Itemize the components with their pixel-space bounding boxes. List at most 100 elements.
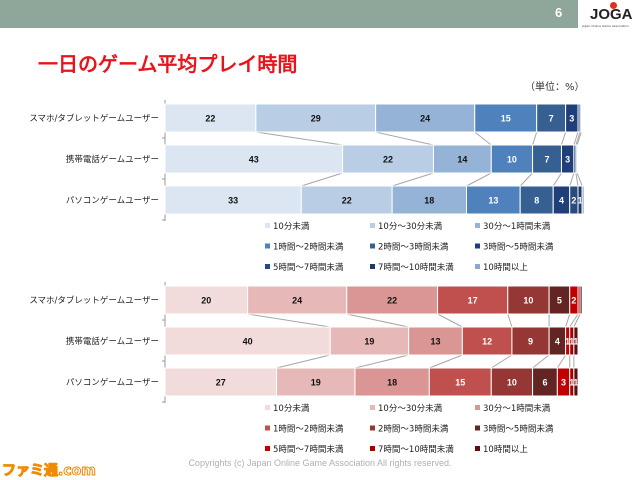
- connector-line: [565, 313, 571, 328]
- connector-line: [575, 131, 581, 146]
- data-label: 13: [431, 337, 441, 347]
- bar-segment: [164, 367, 278, 397]
- legend-label: 3時間～5時間未満: [483, 242, 554, 253]
- data-label: 40: [243, 337, 253, 347]
- connector-line: [532, 131, 538, 146]
- legend-label: 10分～30分未満: [378, 221, 443, 232]
- legend-swatch: [475, 446, 480, 451]
- category-label: パソコンゲームユーザー: [66, 377, 159, 388]
- bar-segment: [164, 144, 344, 174]
- connector-line: [346, 313, 409, 328]
- legend-swatch: [475, 405, 480, 410]
- data-label: 1: [573, 378, 578, 388]
- bar-segment: [573, 367, 579, 397]
- bar-segment: [164, 285, 249, 315]
- connector-line: [507, 313, 513, 328]
- legend-swatch: [265, 223, 270, 228]
- bar-segment: [576, 144, 579, 174]
- bar-segment: [579, 285, 583, 315]
- legend-label: 10時間以上: [483, 263, 528, 273]
- bar-segment: [346, 285, 439, 315]
- bar-segment: [581, 185, 585, 215]
- bar-segment: [507, 285, 550, 315]
- bar-segment: [375, 103, 476, 133]
- data-label: 8: [534, 196, 539, 206]
- bar-segment: [255, 103, 377, 133]
- bar-segment: [465, 185, 521, 215]
- bar-segment: [573, 326, 579, 356]
- bar-segment: [428, 367, 492, 397]
- category-label: スマホ/タブレットゲームユーザー: [29, 295, 159, 306]
- bar-segment: [532, 367, 558, 397]
- data-label: 24: [420, 114, 430, 124]
- legend-swatch: [265, 405, 270, 410]
- legend-swatch: [265, 446, 270, 451]
- data-label: 10: [507, 155, 517, 165]
- data-label: 12: [482, 337, 492, 347]
- data-label: 18: [387, 378, 397, 388]
- data-label: 1: [569, 378, 574, 388]
- data-label: 4: [559, 196, 564, 206]
- category-label: スマホ/タブレットゲームユーザー: [29, 113, 159, 124]
- data-label: 7: [549, 114, 554, 124]
- data-label: 1: [578, 196, 583, 206]
- data-label: 33: [228, 196, 238, 206]
- bar-segment: [490, 367, 534, 397]
- data-label: 10: [507, 378, 517, 388]
- watermark-logo: ファミ通.com: [2, 463, 97, 480]
- data-label: 22: [205, 114, 215, 124]
- legend-label: 5時間～7時間未満: [273, 262, 344, 273]
- logo-figure-icon: [610, 2, 617, 9]
- legend-label: 10分未満: [273, 221, 310, 232]
- legend-label: 1時間～2時間未満: [273, 242, 344, 253]
- data-label: 22: [383, 155, 393, 165]
- legend-label: 3時間～5時間未満: [483, 424, 554, 435]
- connector-line: [569, 172, 575, 187]
- legend-label: 7時間～10時間未満: [378, 444, 454, 455]
- data-label: 5: [557, 296, 562, 306]
- bar-segment: [247, 285, 348, 315]
- connector-line: [491, 354, 513, 369]
- bar-segment: [300, 185, 393, 215]
- connector-line: [276, 354, 331, 369]
- data-label: 27: [216, 378, 226, 388]
- connector-line: [569, 313, 579, 328]
- data-label: 15: [455, 378, 465, 388]
- data-label: 19: [311, 378, 321, 388]
- legend-swatch: [475, 243, 480, 249]
- data-label: 9: [528, 337, 533, 347]
- connector-line: [437, 313, 463, 328]
- bar-segment: [461, 326, 513, 356]
- category-label: パソコンゲームユーザー: [66, 195, 159, 206]
- data-label: 4: [555, 337, 560, 347]
- data-label: 15: [501, 114, 511, 124]
- legend-swatch: [475, 264, 480, 269]
- legend-swatch: [475, 223, 480, 228]
- data-label: 14: [457, 155, 467, 165]
- connector-line: [466, 172, 492, 187]
- legend-swatch: [265, 264, 270, 269]
- page-title: 一日のゲーム平均プレイ時間: [38, 52, 298, 76]
- data-label: 20: [201, 296, 211, 306]
- legend-label: 5時間～7時間未満: [273, 444, 344, 455]
- connector-line: [573, 313, 581, 328]
- bar-segment: [532, 144, 562, 174]
- page-number: 6: [555, 5, 563, 20]
- legend-swatch: [370, 405, 375, 410]
- bar-segment: [342, 144, 434, 174]
- connector-line: [391, 172, 434, 187]
- legend-swatch: [265, 243, 270, 249]
- connector-line: [519, 172, 533, 187]
- connector-line: [561, 131, 567, 146]
- legend-label: 10分～30分未満: [378, 403, 443, 414]
- connector-line: [576, 172, 583, 187]
- data-label: 3: [561, 378, 566, 388]
- bar-segment: [490, 144, 534, 174]
- data-label: 19: [364, 337, 374, 347]
- bar-segment: [580, 103, 583, 133]
- data-label: 24: [292, 296, 302, 306]
- bar-segment: [164, 103, 257, 133]
- data-label: 1: [565, 337, 570, 347]
- legend-swatch: [370, 264, 375, 269]
